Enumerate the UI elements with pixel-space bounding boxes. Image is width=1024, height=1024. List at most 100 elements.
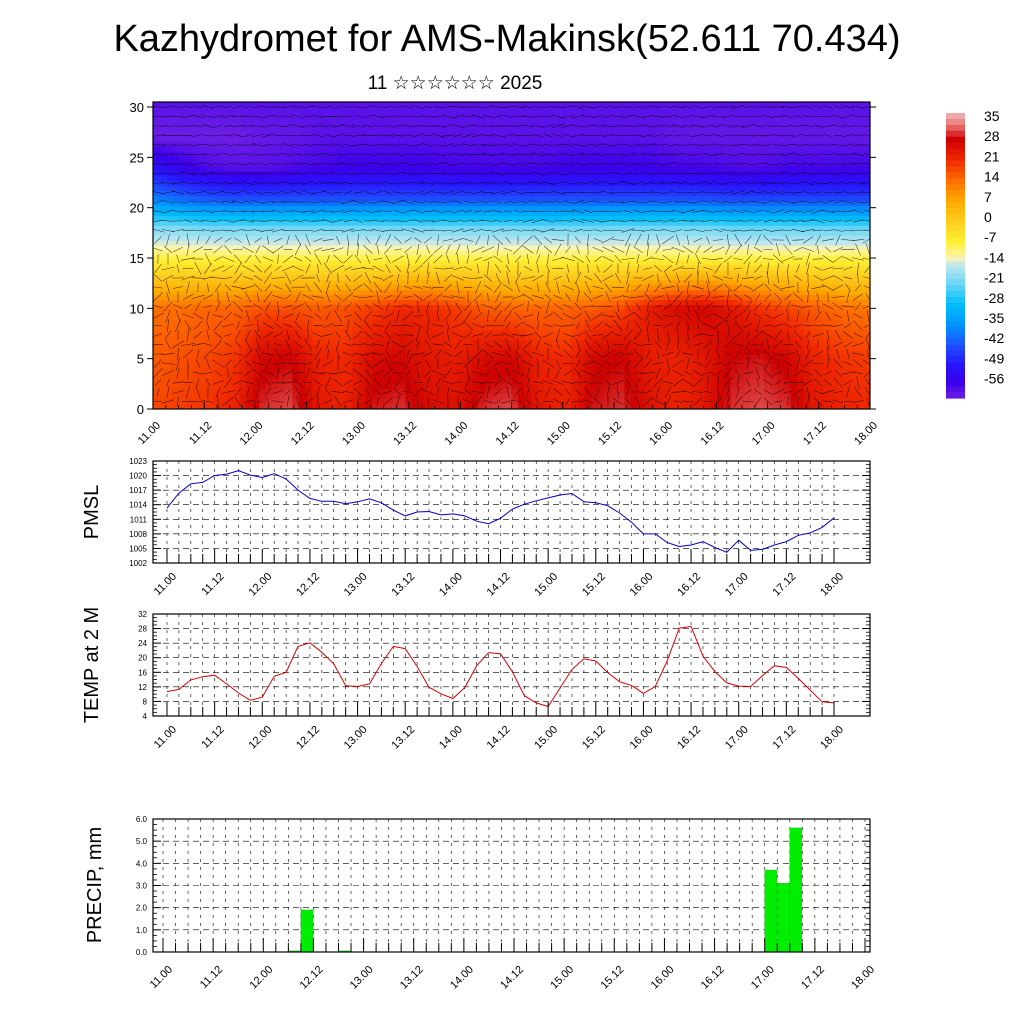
heatmap-cell xyxy=(418,290,426,296)
heatmap-cell xyxy=(445,364,453,370)
heatmap-cell xyxy=(557,116,566,123)
heatmap-cell xyxy=(637,166,645,172)
heatmap-cell xyxy=(518,116,526,123)
heatmap-cell xyxy=(186,359,194,366)
heatmap-cell xyxy=(365,389,373,395)
heatmap-cell xyxy=(677,235,685,242)
heatmap-cell xyxy=(153,334,161,341)
heatmap-cell xyxy=(358,319,367,326)
heatmap-cell xyxy=(159,176,167,182)
heatmap-cell xyxy=(584,374,592,380)
heatmap-cell xyxy=(431,364,440,370)
heatmap-cell xyxy=(345,106,353,113)
heatmap-cell xyxy=(392,102,400,108)
heatmap-cell xyxy=(299,285,307,291)
heatmap-cell xyxy=(617,379,625,385)
heatmap-cell xyxy=(637,399,645,405)
heatmap-cell xyxy=(591,319,599,326)
heatmap-cell xyxy=(312,399,320,405)
heatmap-cell xyxy=(378,265,386,271)
heatmap-cell xyxy=(186,314,194,321)
heatmap-cell xyxy=(299,314,307,321)
heatmap-cell xyxy=(650,126,659,133)
heatmap-cell xyxy=(418,280,426,286)
heatmap-cell xyxy=(431,201,440,207)
heatmap-cell xyxy=(465,309,473,316)
heatmap-cell xyxy=(611,220,619,227)
heatmap-cell xyxy=(531,305,539,311)
heatmap-cell xyxy=(179,156,187,163)
heatmap-cell xyxy=(571,359,579,366)
heatmap-cell xyxy=(372,379,380,385)
heatmap-cell xyxy=(305,270,313,276)
heatmap-cell xyxy=(206,201,214,207)
heatmap-cell xyxy=(438,201,446,207)
heatmap-cell xyxy=(299,399,307,405)
heatmap-cell xyxy=(577,329,586,336)
heatmap-cell xyxy=(245,354,254,361)
heatmap-cell xyxy=(471,166,479,172)
heatmap-cell xyxy=(564,344,572,351)
heatmap-cell xyxy=(677,126,685,133)
heatmap-cell xyxy=(637,215,645,222)
heatmap-cell xyxy=(153,156,161,163)
heatmap-cell xyxy=(418,235,426,242)
heatmap-cell xyxy=(504,111,513,118)
heatmap-cell xyxy=(491,176,499,182)
heatmap-cell xyxy=(617,260,625,266)
heatmap-cell xyxy=(365,240,373,247)
heatmap-cell xyxy=(206,205,214,212)
heatmap-cell xyxy=(418,215,426,222)
heatmap-cell xyxy=(345,324,353,331)
heatmap-cell xyxy=(272,399,280,405)
heatmap-cell xyxy=(478,201,486,207)
heatmap-cell xyxy=(650,116,659,123)
heatmap-cell xyxy=(604,344,612,351)
heatmap-cell xyxy=(199,215,207,222)
heatmap-cell xyxy=(637,186,645,192)
heatmap-cell xyxy=(239,379,247,385)
heatmap-cell xyxy=(153,260,161,266)
heatmap-cell xyxy=(677,305,685,311)
heatmap-cell xyxy=(345,305,353,311)
heatmap-cell xyxy=(611,344,619,351)
heatmap-cell xyxy=(577,181,586,187)
heatmap-cell xyxy=(484,176,493,182)
heatmap-cell xyxy=(571,102,579,108)
heatmap-cell xyxy=(318,186,327,192)
heatmap-cell xyxy=(212,230,220,237)
heatmap-cell xyxy=(325,146,333,153)
heatmap-cell xyxy=(438,245,446,252)
heatmap-cell xyxy=(611,290,619,296)
heatmap-cell xyxy=(186,215,194,222)
heatmap-cell xyxy=(232,220,240,227)
heatmap-cell xyxy=(531,369,539,375)
heatmap-cell xyxy=(425,275,433,281)
heatmap-cell xyxy=(418,389,426,395)
heatmap-cell xyxy=(631,245,639,252)
heatmap-cell xyxy=(564,324,572,331)
heatmap-cell xyxy=(465,201,473,207)
heatmap-cell xyxy=(465,255,473,262)
heatmap-cell xyxy=(524,324,533,331)
heatmap-cell xyxy=(604,191,612,197)
heatmap-cell xyxy=(245,106,254,113)
heatmap-cell xyxy=(431,260,440,266)
heatmap-cell xyxy=(478,121,486,128)
heatmap-cell xyxy=(332,359,340,366)
heatmap-cell xyxy=(524,102,533,108)
heatmap-cell xyxy=(597,280,606,286)
heatmap-cell xyxy=(631,399,639,405)
heatmap-cell xyxy=(425,319,433,326)
heatmap-cell xyxy=(577,171,586,177)
heatmap-cell xyxy=(179,384,187,390)
heatmap-cell xyxy=(338,126,347,133)
heatmap-cell xyxy=(226,305,234,311)
heatmap-cell xyxy=(378,225,386,232)
heatmap-cell xyxy=(265,280,274,286)
heatmap-cell xyxy=(206,196,214,202)
heatmap-cell xyxy=(504,295,513,301)
heatmap-cell xyxy=(631,121,639,128)
heatmap-cell xyxy=(272,106,280,113)
heatmap-cell xyxy=(352,329,360,336)
